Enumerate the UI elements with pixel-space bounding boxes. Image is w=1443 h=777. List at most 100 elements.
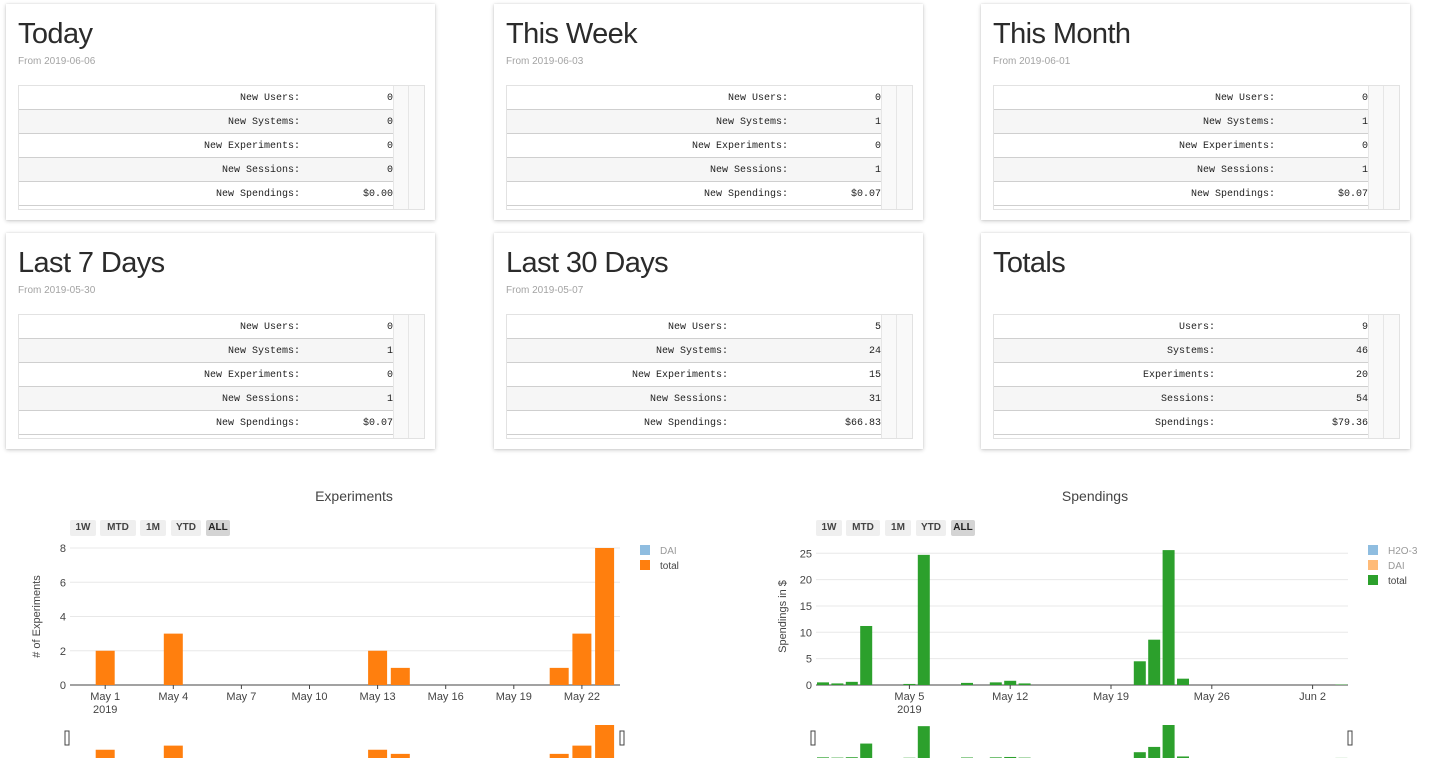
bar — [163, 633, 183, 685]
spendings-range-all-button[interactable]: ALL — [951, 520, 975, 536]
stats-card-last-30-days: Last 30 Days From 2019-05-07 New Users: 5 Ne… — [494, 233, 923, 449]
x-tick-year: 2019 — [93, 704, 117, 716]
table-row: New Experiments: 0 — [994, 134, 1369, 158]
bar — [817, 682, 829, 685]
y-tick-label: 8 — [60, 543, 66, 555]
table-row: New Experiments: 0 — [19, 363, 394, 387]
row-value: 5 — [874, 322, 881, 333]
row-value: 0 — [386, 117, 393, 128]
rangeslider-right-handle — [1347, 730, 1353, 746]
table-scrollbar[interactable] — [1368, 315, 1399, 438]
legend-item: DAI — [660, 546, 677, 557]
row-value: 0 — [1361, 93, 1368, 104]
card-subtitle: From 2019-05-07 — [506, 285, 584, 296]
card-title: Totals — [993, 247, 1066, 279]
table-row: New Users: 5 — [507, 315, 882, 339]
row-label: New Experiments: — [203, 370, 300, 381]
y-tick-label: 4 — [60, 612, 66, 624]
row-value: 1 — [1361, 165, 1368, 176]
card-title: This Week — [506, 18, 638, 50]
row-value: $0.07 — [362, 418, 393, 429]
table-row: New Users: 0 — [19, 315, 394, 339]
rangeslider-bar — [549, 753, 569, 758]
experiments-range-all-button[interactable]: ALL — [206, 520, 230, 536]
card-title: Last 7 Days — [18, 247, 165, 279]
bar — [1133, 661, 1146, 685]
row-label: New Systems: — [655, 346, 728, 357]
experiments-range-1w-button[interactable]: 1W — [70, 520, 96, 536]
table-scrollbar[interactable] — [881, 315, 912, 438]
row-value: 9 — [1361, 322, 1368, 333]
rangeslider-bar — [1004, 756, 1017, 758]
table-scrollbar[interactable] — [881, 86, 912, 209]
row-value: 46 — [1355, 346, 1368, 357]
table-row: New Sessions: 1 — [507, 158, 882, 182]
y-tick-label: 6 — [60, 577, 66, 589]
row-label: Spendings: — [1154, 418, 1215, 429]
stats-table: New Users: 0 New Systems: 1 New Experiments:… — [993, 85, 1400, 210]
table-scrollbar[interactable] — [393, 315, 424, 438]
y-tick-label: 0 — [806, 680, 812, 692]
legend-item: total — [1388, 576, 1407, 587]
legend-item: total — [660, 561, 679, 572]
row-value: 1 — [874, 117, 881, 128]
y-tick-label: 2 — [60, 646, 66, 658]
spendings-range-1m-button[interactable]: 1M — [885, 520, 911, 536]
table-row: New Users: 0 — [507, 86, 882, 110]
bar — [917, 554, 930, 685]
table-scrollbar[interactable] — [393, 86, 424, 209]
rangeslider-bar — [390, 753, 410, 758]
x-tick-year: 2019 — [897, 704, 921, 716]
experiments-range-1m-button[interactable]: 1M — [140, 520, 166, 536]
card-subtitle: From 2019-06-03 — [506, 56, 584, 67]
stats-table: New Users: 0 New Systems: 1 New Experiments:… — [18, 314, 425, 439]
x-tick-label: May 19 — [496, 691, 532, 703]
legend-swatch — [1368, 575, 1378, 585]
rangeslider-left-handle — [64, 730, 70, 746]
stats-table: New Users: 0 New Systems: 1 New Experiments:… — [506, 85, 913, 210]
rangeslider-bar — [1133, 752, 1146, 758]
experiments-range-mtd-button[interactable]: MTD — [100, 520, 136, 536]
rangeslider-bar — [1148, 746, 1161, 758]
row-label: New Spendings: — [1190, 189, 1275, 200]
table-row: New Spendings: $0.07 — [994, 182, 1369, 206]
y-tick-label: 5 — [806, 654, 812, 666]
row-value: 0 — [386, 370, 393, 381]
bar — [572, 633, 592, 685]
table-row: New Sessions: 31 — [507, 387, 882, 411]
x-tick-label: Jun 2 — [1299, 691, 1326, 703]
spendings-range-1w-button[interactable]: 1W — [816, 520, 842, 536]
table-row: Spendings: $79.36 — [994, 411, 1369, 435]
row-value: 0 — [1361, 141, 1368, 152]
row-label: Experiments: — [1142, 370, 1215, 381]
row-value: 0 — [874, 93, 881, 104]
row-label: New Sessions: — [1196, 165, 1275, 176]
y-tick-label: 25 — [800, 548, 812, 560]
x-tick-label: May 19 — [1093, 691, 1129, 703]
rangeslider-bar — [1177, 756, 1189, 758]
bar — [1162, 550, 1175, 685]
spendings-range-mtd-button[interactable]: MTD — [846, 520, 880, 536]
table-row: New Spendings: $0.07 — [19, 411, 394, 435]
table-row: New Experiments: 0 — [19, 134, 394, 158]
row-value: 1 — [874, 165, 881, 176]
experiments-range-ytd-button[interactable]: YTD — [171, 520, 201, 536]
x-tick-label: May 1 — [90, 691, 120, 703]
row-label: Sessions: — [1160, 394, 1215, 405]
spendings-range-ytd-button[interactable]: YTD — [916, 520, 946, 536]
table-scrollbar[interactable] — [1368, 86, 1399, 209]
rangeslider-bar — [595, 725, 615, 758]
y-tick-label: 15 — [800, 601, 812, 613]
row-value: $0.00 — [362, 189, 393, 200]
x-tick-label: May 13 — [360, 691, 396, 703]
rangeslider-bar — [95, 749, 115, 758]
row-value: $0.07 — [850, 189, 881, 200]
x-tick-label: May 5 — [894, 691, 924, 703]
card-subtitle: From 2019-06-01 — [993, 56, 1071, 67]
row-label: Systems: — [1166, 346, 1215, 357]
bar — [549, 667, 569, 685]
legend-swatch — [1368, 545, 1378, 555]
row-label: New Users: — [1214, 93, 1275, 104]
row-label: New Users: — [667, 322, 728, 333]
